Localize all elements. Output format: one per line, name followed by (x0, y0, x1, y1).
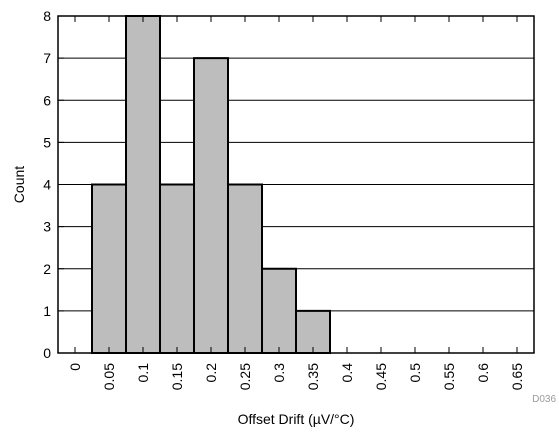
x-tick-label: 0.6 (475, 363, 491, 383)
y-tick-label: 6 (43, 92, 51, 108)
x-tick-label: 0 (67, 363, 83, 371)
y-tick-label: 2 (43, 261, 51, 277)
x-axis-title: Offset Drift (µV/°C) (238, 411, 355, 427)
x-tick-label: 0.2 (203, 363, 219, 383)
x-tick-label: 0.5 (407, 363, 423, 383)
figure-code-label: D036 (532, 394, 556, 405)
bar-0.35 (295, 309, 331, 354)
x-tick-label: 0.15 (169, 363, 185, 390)
y-tick-label: 0 (43, 345, 51, 361)
x-axis-ticks: 0 0.05 0.1 0.15 0.2 0.25 0.3 0.35 0.4 0.45 0.5 0.55… (67, 16, 525, 390)
x-tick-label: 0.65 (509, 363, 525, 390)
bar-0.05 (91, 183, 127, 354)
y-tick-label: 5 (43, 134, 51, 150)
x-tick-label: 0.45 (373, 363, 389, 390)
y-tick-label: 8 (43, 8, 51, 24)
y-tick-label: 3 (43, 219, 51, 235)
x-tick-label: 0.05 (101, 363, 117, 390)
x-tick-label: 0.35 (305, 363, 321, 390)
bar-0.25 (227, 183, 263, 354)
y-axis-ticks: 0 1 2 3 4 5 6 7 8 (43, 8, 64, 361)
bar-0.3 (261, 267, 297, 354)
bar-0.1 (125, 15, 161, 354)
x-tick-label: 0.4 (339, 363, 355, 383)
x-tick-label: 0.25 (237, 363, 253, 390)
bar-0.2 (193, 57, 229, 354)
y-tick-label: 7 (43, 50, 51, 66)
x-tick-label: 0.1 (135, 363, 151, 383)
y-tick-label: 1 (43, 303, 51, 319)
y-axis-title: Count (11, 166, 27, 203)
x-tick-label: 0.55 (441, 363, 457, 390)
bar-series (91, 15, 331, 354)
bar-0.15 (159, 183, 195, 354)
y-tick-label: 4 (43, 177, 51, 193)
x-tick-label: 0.3 (271, 363, 287, 383)
